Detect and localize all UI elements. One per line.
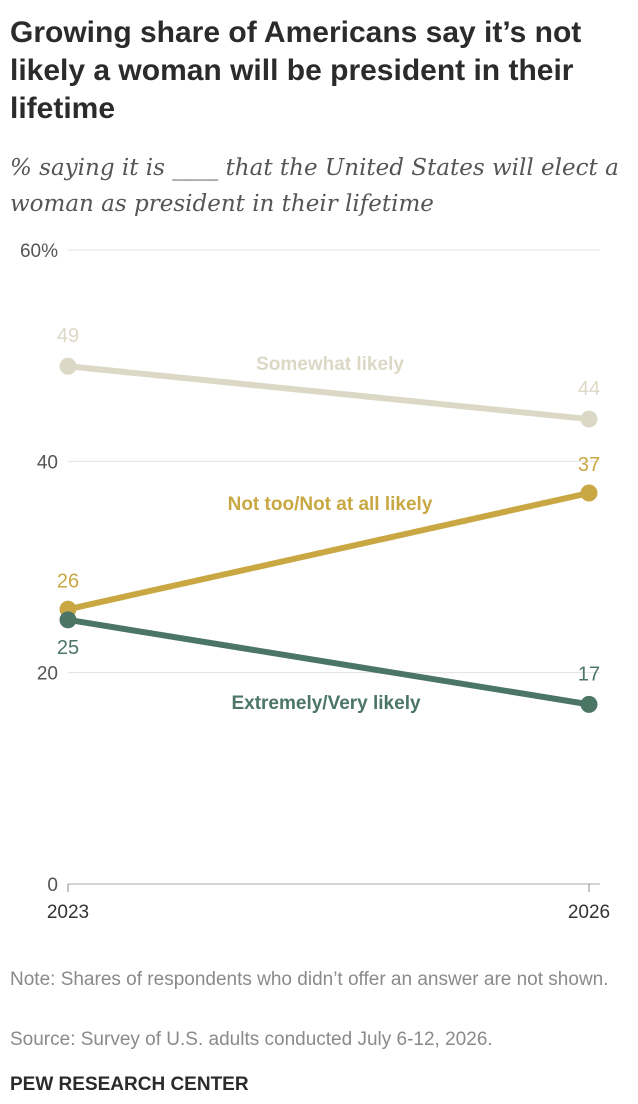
data-labels: 49 44 26 37 25 17 <box>57 325 600 685</box>
chart-source: Source: Survey of U.S. adults conducted … <box>10 1029 493 1050</box>
line-chart: 60% 40 20 0 2023 2026 49 44 26 37 25 17 Somewhat … <box>20 241 610 923</box>
series-label: Extremely/Very likely <box>231 693 421 714</box>
series-line <box>65 363 592 423</box>
chart-grid <box>68 249 600 674</box>
y-tick-label: 0 <box>47 875 58 896</box>
x-axis: 2023 2026 <box>47 883 610 923</box>
data-label: 49 <box>57 325 79 347</box>
series-lines <box>65 363 592 708</box>
data-label: 44 <box>578 378 600 400</box>
chart-subtitle: % saying it is ____ that the United Stat… <box>10 155 619 217</box>
data-point <box>59 611 77 629</box>
y-tick-label: 60% <box>20 241 58 262</box>
y-axis-tick-labels: 60% 40 20 0 <box>20 241 58 896</box>
data-point <box>580 695 598 713</box>
data-label: 25 <box>57 637 79 659</box>
series-label: Somewhat likely <box>256 354 404 375</box>
data-point <box>580 484 598 502</box>
series-points <box>59 357 598 713</box>
data-label: 26 <box>57 570 79 592</box>
series-line <box>65 616 592 708</box>
chart-note: Note: Shares of respondents who didn’t o… <box>10 969 609 990</box>
data-point <box>59 357 77 375</box>
x-tick-label: 2026 <box>568 902 610 923</box>
y-tick-label: 20 <box>37 664 58 685</box>
data-point <box>580 410 598 428</box>
x-tick-label: 2023 <box>47 902 89 923</box>
brand-logo-text: PEW RESEARCH CENTER <box>10 1074 249 1095</box>
series-labels: Somewhat likely Not too/Not at all likely… <box>228 354 433 714</box>
y-tick-label: 40 <box>37 452 58 473</box>
chart-title: Growing share of Americans say it’s not … <box>10 16 582 125</box>
data-label: 17 <box>578 663 600 685</box>
series-label: Not too/Not at all likely <box>228 494 433 515</box>
series-line <box>65 490 592 613</box>
data-label: 37 <box>578 454 600 476</box>
